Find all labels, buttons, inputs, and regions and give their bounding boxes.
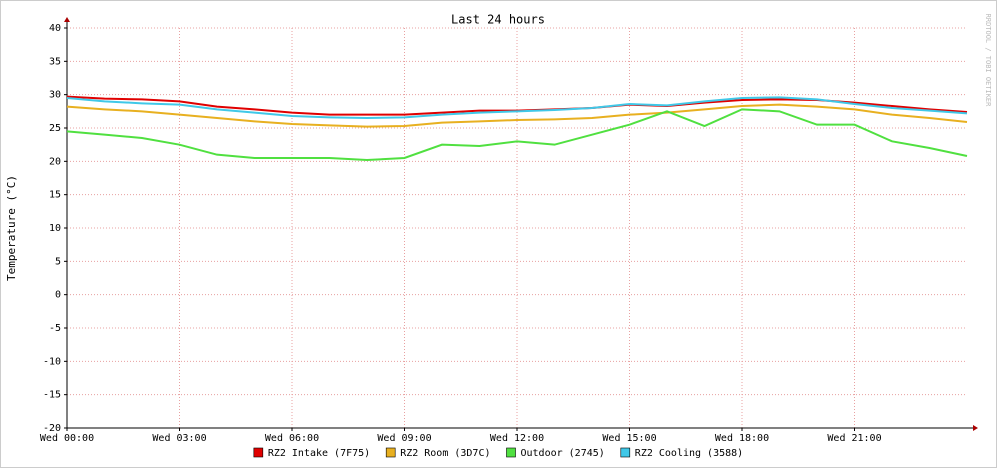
y-tick-label: -5 bbox=[49, 323, 61, 334]
x-tick-label: Wed 00:00 bbox=[40, 433, 94, 444]
x-tick-label: Wed 06:00 bbox=[265, 433, 319, 444]
legend-label: RZ2 Cooling (3588) bbox=[635, 448, 743, 459]
y-tick-label: -15 bbox=[43, 390, 61, 401]
legend-label: RZ2 Room (3D7C) bbox=[400, 448, 490, 459]
x-tick-label: Wed 12:00 bbox=[490, 433, 544, 444]
x-tick-label: Wed 21:00 bbox=[827, 433, 881, 444]
legend: RZ2 Intake (7F75) RZ2 Room (3D7C) Outdoor … bbox=[253, 447, 743, 459]
series-line bbox=[66, 103, 968, 128]
y-axis-label: Temperature (°C) bbox=[5, 175, 18, 281]
y-tick-label: -20 bbox=[43, 423, 61, 434]
y-tick-label: 30 bbox=[49, 90, 61, 101]
y-tick-label: 15 bbox=[49, 190, 61, 201]
legend-swatch bbox=[253, 447, 264, 458]
chart-title: Last 24 hours bbox=[451, 13, 545, 27]
watermark: RRDTOOL / TOBI OETIKER bbox=[984, 14, 992, 108]
y-tick-label: 20 bbox=[49, 156, 61, 167]
legend-swatch bbox=[385, 447, 396, 458]
y-tick-label: 5 bbox=[55, 256, 61, 267]
axis-arrow bbox=[973, 425, 978, 431]
legend-swatch bbox=[506, 447, 516, 458]
y-tick-label: 25 bbox=[49, 123, 61, 134]
y-tick-label: 0 bbox=[55, 290, 61, 301]
y-tick-label: 40 bbox=[49, 23, 61, 34]
legend-label: RZ2 Intake (7F75) bbox=[268, 448, 370, 459]
axis-arrow bbox=[64, 17, 70, 22]
x-tick-label: Wed 15:00 bbox=[602, 433, 656, 444]
x-tick-label: Wed 03:00 bbox=[152, 433, 206, 444]
x-tick-label: Wed 18:00 bbox=[715, 433, 769, 444]
legend-swatch bbox=[620, 447, 631, 458]
y-tick-label: 35 bbox=[49, 56, 61, 67]
series-line bbox=[66, 108, 968, 162]
y-tick-label: 10 bbox=[49, 223, 61, 234]
legend-label: Outdoor (2745) bbox=[521, 448, 605, 459]
series-line bbox=[66, 96, 968, 120]
x-tick-label: Wed 09:00 bbox=[377, 433, 431, 444]
y-tick-label: -10 bbox=[43, 356, 61, 367]
